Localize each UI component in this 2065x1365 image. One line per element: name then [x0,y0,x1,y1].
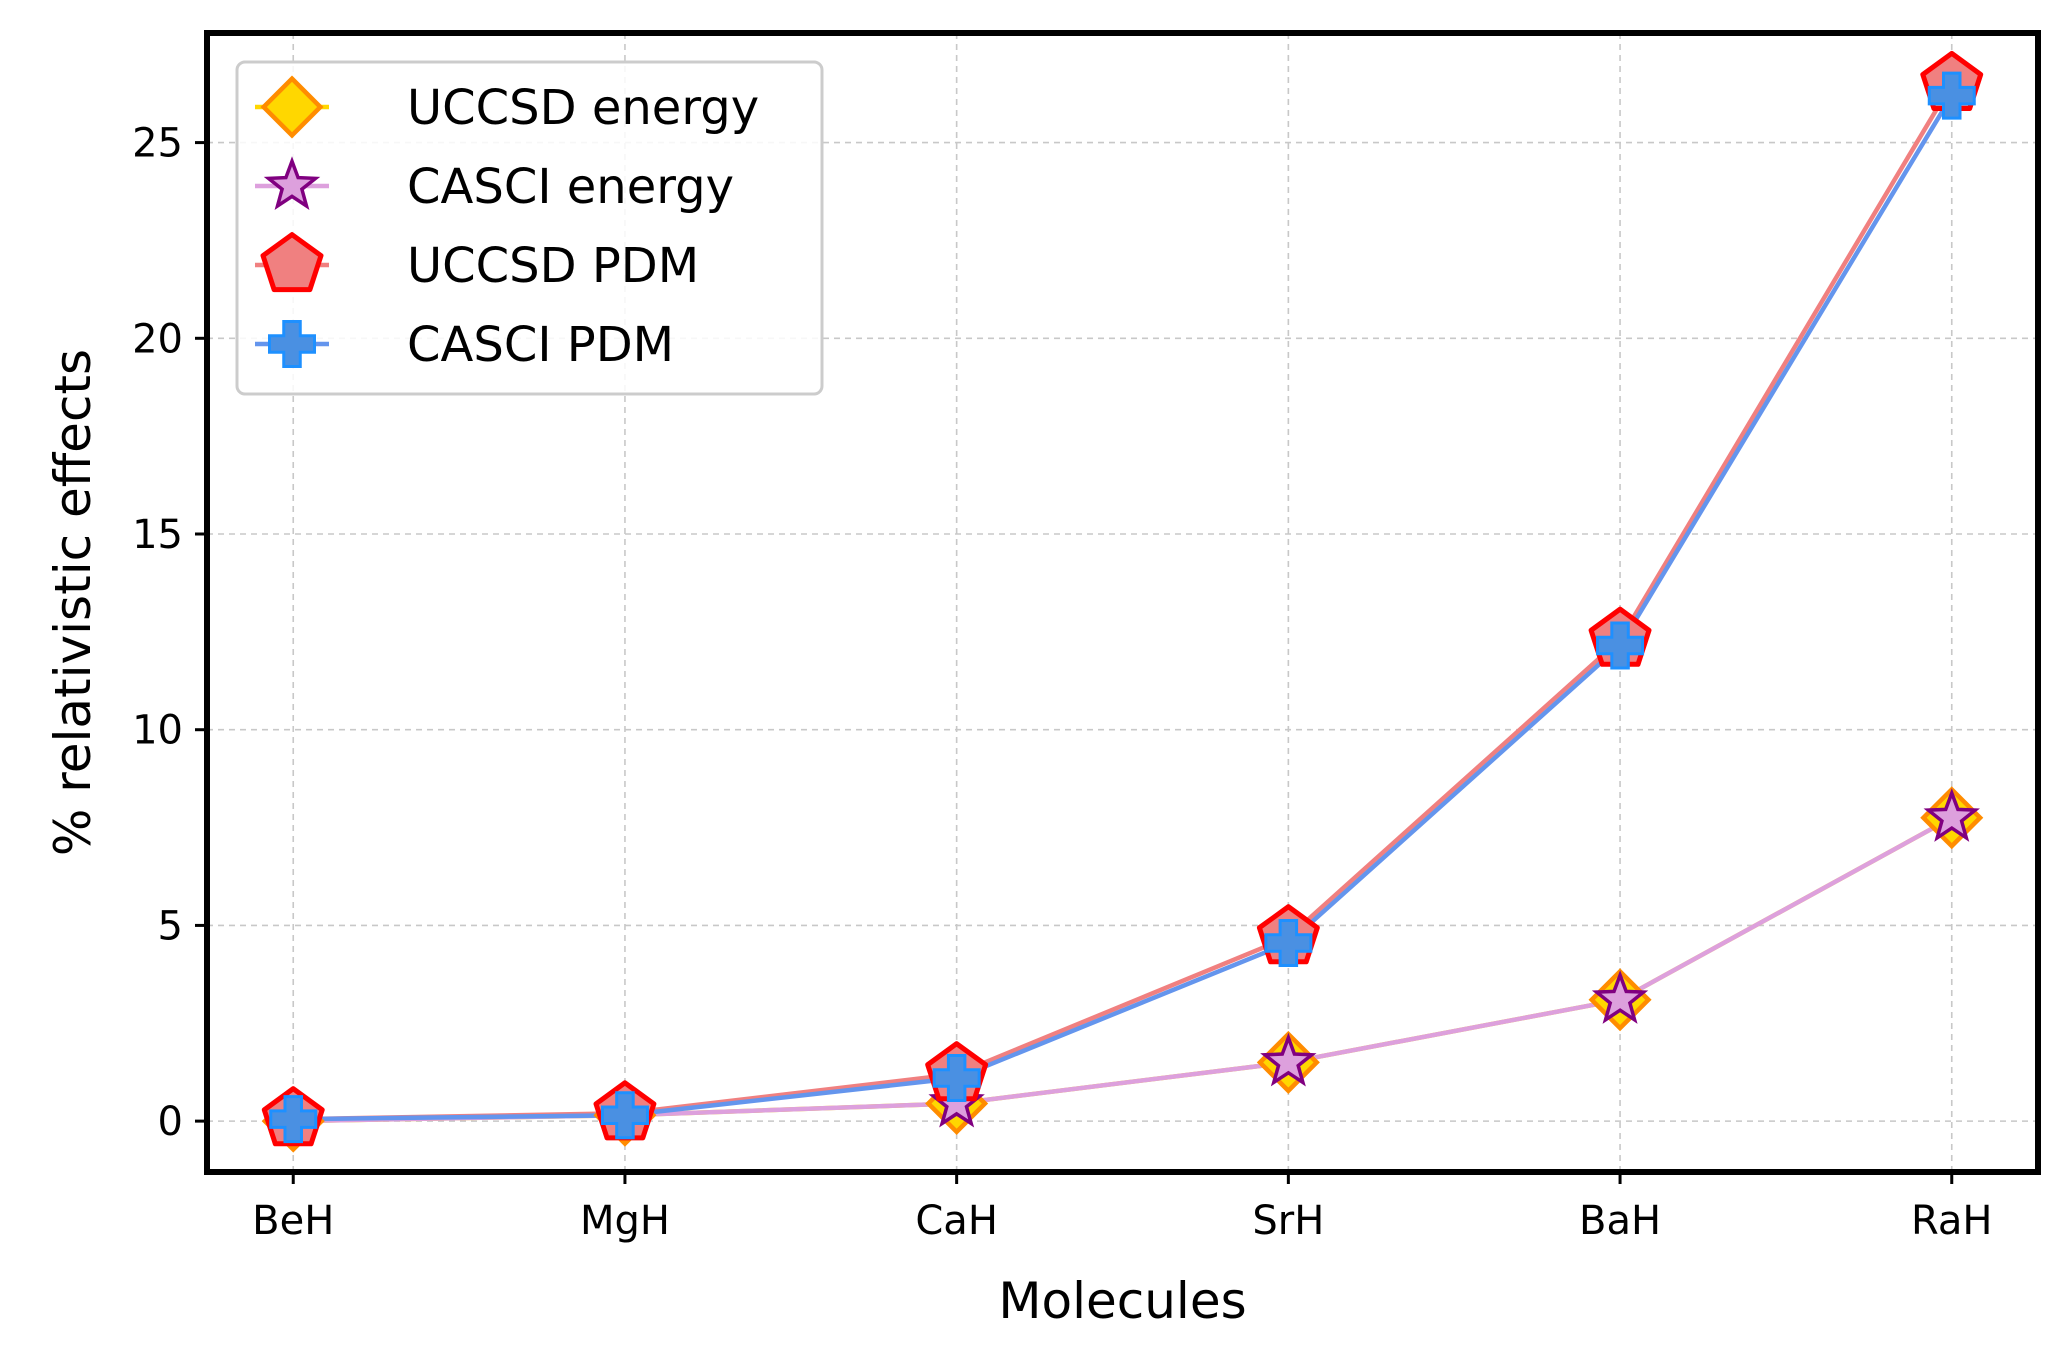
x-tick-label: CaH [915,1198,998,1244]
legend-marker [268,320,316,368]
legend-label: UCCSD PDM [407,238,699,294]
data-point-star [1591,970,1649,1024]
legend-box [235,60,824,396]
x-tick-label: SrH [1252,1198,1324,1244]
data-point-star [1260,1032,1317,1087]
legend-marker [260,75,324,139]
y-tick-label: 0 [158,1099,183,1145]
data-point-plus [1927,71,1976,120]
x-tick-label: BaH [1579,1198,1661,1244]
series-line-3 [293,94,1954,1122]
data-point-plus [1596,621,1645,670]
data-point-plus [269,1095,318,1144]
legend-entry: UCCSD PDM [255,232,699,294]
data-point-star [1923,788,1980,842]
x-axis-title: Molecules [998,1272,1246,1330]
data-point-plus [932,1054,981,1103]
plot-frame [204,30,2041,1175]
legend-entry: UCCSD energy [255,75,759,139]
y-tick-label: 10 [132,708,183,754]
x-axis-ticks: BeH MgH CaH SrH BaH RaH [252,1172,1993,1244]
series-markers-3 [269,71,1976,1144]
x-tick-label: RaH [1911,1198,1993,1244]
legend-entry: CASCI energy [255,156,734,215]
series-lines [293,82,1954,1124]
y-tick-label: 15 [132,512,183,558]
data-point-plus [600,1091,649,1140]
legend: UCCSD energy CASCI energy UCCSD PDM CASCI P… [235,60,824,396]
legend-entry: CASCI PDM [255,317,674,373]
y-tick-label: 20 [132,316,183,362]
y-axis-title: % relativistic effects [44,349,102,856]
y-axis-ticks: 0 5 10 15 20 25 [132,121,207,1145]
legend-label: CASCI PDM [407,317,674,373]
legend-marker [260,232,324,293]
legend-marker [263,156,321,211]
x-tick-label: BeH [252,1198,334,1244]
data-point-plus [1264,919,1313,968]
y-tick-label: 5 [158,903,183,949]
legend-label: CASCI energy [407,159,734,215]
series-markers [261,50,1984,1153]
y-tick-label: 25 [132,121,183,167]
legend-label: UCCSD energy [407,80,759,136]
x-tick-label: MgH [580,1198,670,1244]
